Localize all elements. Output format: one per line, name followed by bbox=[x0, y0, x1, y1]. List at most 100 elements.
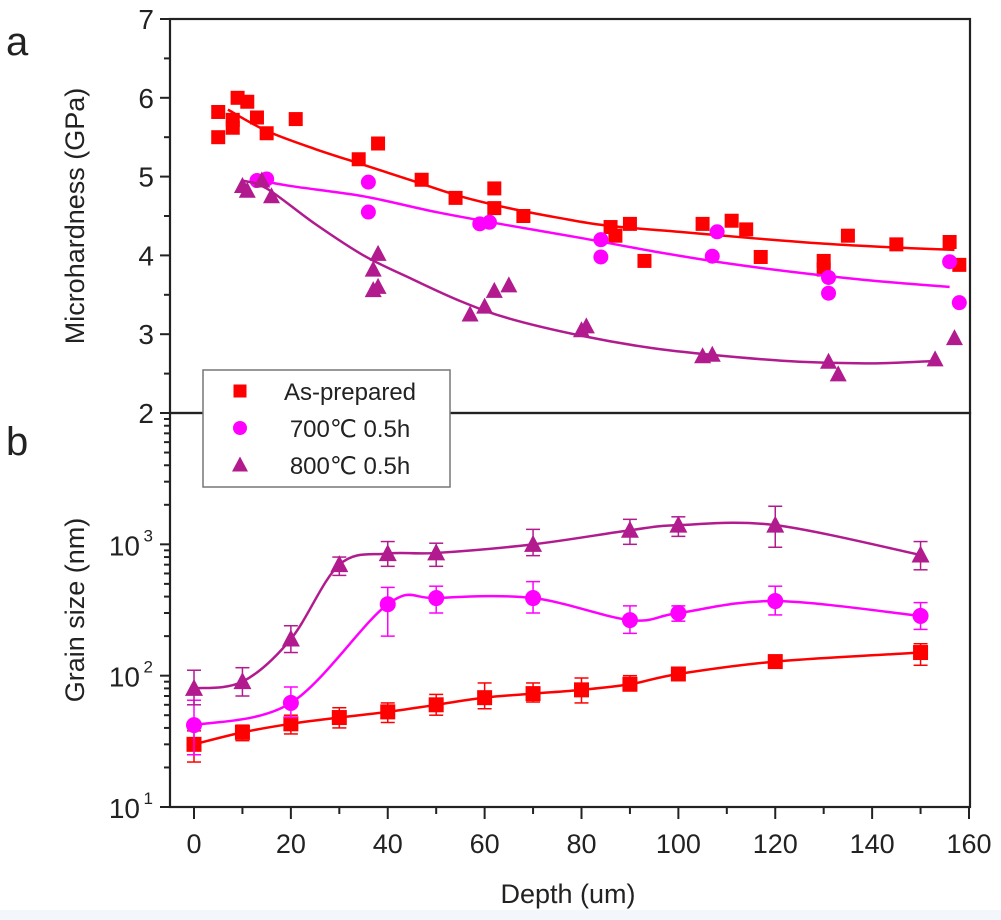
y-tick-label: 10 bbox=[109, 662, 140, 693]
data-point bbox=[524, 534, 543, 552]
data-point bbox=[593, 232, 609, 248]
data-point bbox=[485, 281, 503, 298]
y-tick-label: 10 bbox=[109, 793, 140, 824]
data-point bbox=[364, 260, 382, 277]
legend: As-prepared 700℃ 0.5h 800℃ 0.5h bbox=[202, 369, 451, 488]
data-point bbox=[427, 543, 446, 561]
data-point bbox=[739, 222, 754, 237]
data-point bbox=[448, 190, 463, 205]
panel-a-label: a bbox=[6, 20, 29, 64]
legend-label: As-prepared bbox=[284, 379, 416, 406]
y-tick-label: 7 bbox=[138, 4, 154, 35]
series-b-2 bbox=[185, 505, 930, 706]
data-point bbox=[525, 590, 542, 607]
data-point bbox=[487, 201, 502, 216]
data-point bbox=[476, 297, 494, 314]
data-point bbox=[281, 629, 300, 647]
panel-b-axes: 10 110 210 30 20 40 60 80 100 120 140 160 bbox=[109, 411, 992, 859]
data-point bbox=[240, 94, 255, 109]
x-tick-label: 40 bbox=[373, 829, 403, 859]
x-tick-label: 20 bbox=[276, 829, 306, 859]
data-point bbox=[840, 228, 855, 243]
data-point bbox=[233, 672, 252, 690]
legend-marker bbox=[233, 384, 247, 398]
series-b-1 bbox=[186, 580, 929, 756]
data-point bbox=[500, 276, 518, 293]
legend-item: 800℃ 0.5h bbox=[232, 453, 410, 480]
data-point bbox=[669, 515, 688, 533]
data-point bbox=[608, 228, 623, 243]
series-a-1 bbox=[249, 171, 967, 311]
data-point bbox=[942, 254, 958, 270]
data-point bbox=[263, 187, 280, 204]
plot-frame-a bbox=[168, 17, 972, 415]
data-point bbox=[766, 515, 785, 533]
data-point bbox=[889, 237, 904, 252]
data-point bbox=[926, 350, 944, 367]
plot-frame-b bbox=[168, 411, 972, 809]
data-point bbox=[516, 209, 531, 223]
legend-marker bbox=[232, 456, 248, 472]
data-point bbox=[704, 248, 720, 264]
x-tick-label: 80 bbox=[566, 829, 596, 859]
fit-line bbox=[227, 108, 955, 252]
data-point bbox=[574, 682, 589, 698]
data-point bbox=[186, 717, 202, 734]
legend-marker bbox=[233, 421, 247, 435]
data-point bbox=[577, 317, 595, 334]
data-point bbox=[428, 590, 445, 607]
panel-a-marks bbox=[211, 90, 967, 382]
y-tick-label: 2 bbox=[138, 398, 154, 429]
panel-b-marks bbox=[185, 505, 930, 763]
y-axis-label-b: Grain size (nm) bbox=[60, 518, 90, 703]
data-point bbox=[249, 110, 264, 125]
data-point bbox=[951, 295, 967, 311]
data-point bbox=[753, 249, 768, 264]
data-point bbox=[767, 593, 784, 610]
data-point bbox=[913, 645, 929, 661]
x-tick-label: 160 bbox=[946, 829, 991, 859]
data-point bbox=[670, 605, 687, 622]
data-point bbox=[225, 120, 240, 135]
y-tick-label: 4 bbox=[138, 240, 154, 271]
y-tick-label: 10 bbox=[109, 530, 140, 561]
y-tick-exponent: 2 bbox=[144, 658, 153, 677]
bottom-strip bbox=[0, 910, 1001, 920]
data-point bbox=[369, 244, 387, 261]
y-tick-exponent: 3 bbox=[144, 526, 153, 545]
data-point bbox=[724, 213, 739, 228]
data-point bbox=[525, 686, 541, 702]
data-point bbox=[238, 181, 256, 198]
data-point bbox=[414, 172, 429, 187]
data-point bbox=[767, 654, 783, 670]
x-tick-label: 120 bbox=[753, 829, 798, 859]
panel-b: b Grain size (nm) 10 110 210 30 20 40 60 80 100 1… bbox=[6, 411, 992, 859]
data-point bbox=[253, 171, 271, 188]
x-tick-label: 0 bbox=[186, 829, 201, 859]
data-point bbox=[351, 152, 366, 167]
legend-label: 700℃ 0.5h bbox=[290, 416, 410, 443]
x-tick-label: 60 bbox=[470, 829, 500, 859]
data-point bbox=[211, 104, 226, 119]
series-a-0 bbox=[211, 90, 967, 277]
data-point bbox=[428, 697, 444, 713]
data-point bbox=[360, 174, 376, 190]
data-point bbox=[185, 678, 203, 696]
data-point bbox=[911, 545, 930, 563]
y-axis-label-a: Microhardness (GPa) bbox=[60, 88, 90, 345]
data-point bbox=[481, 214, 497, 230]
data-point bbox=[331, 710, 347, 726]
fit-line bbox=[193, 521, 921, 690]
data-point bbox=[283, 716, 299, 732]
legend-item: As-prepared bbox=[233, 379, 416, 406]
data-point bbox=[234, 724, 250, 740]
fit-line bbox=[193, 651, 921, 746]
data-point bbox=[621, 612, 638, 629]
data-point bbox=[330, 555, 349, 573]
y-tick-label: 5 bbox=[138, 162, 154, 193]
data-point bbox=[829, 365, 847, 382]
x-tick-label: 140 bbox=[850, 829, 895, 859]
data-point bbox=[821, 269, 837, 285]
data-point bbox=[620, 520, 639, 538]
y-tick-label: 3 bbox=[138, 319, 154, 350]
